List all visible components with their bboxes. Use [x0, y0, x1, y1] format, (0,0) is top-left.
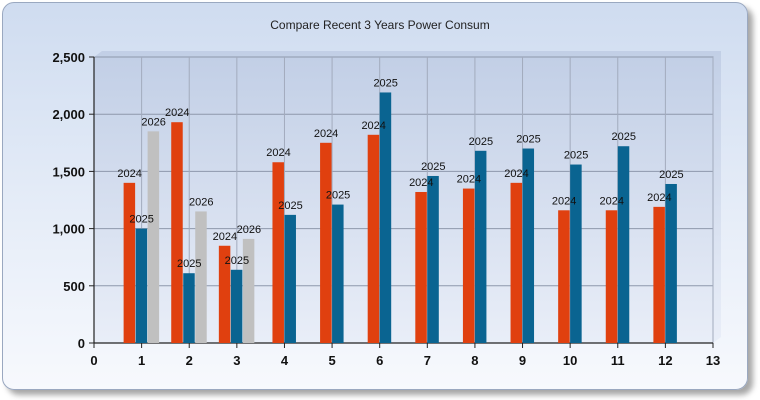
data-label-2024-cat-1: 2024: [117, 168, 141, 180]
data-label-2026-cat-2: 2026: [189, 196, 213, 208]
y-tick-label: 1,000: [52, 222, 85, 237]
bar-2024-cat-10: [558, 210, 570, 343]
data-label-2024-cat-8: 2024: [457, 174, 481, 186]
bar-2026-cat-2: [195, 211, 207, 343]
y-tick-label: 500: [63, 279, 85, 294]
bar-2024-cat-2: [171, 122, 183, 343]
bar-2025-cat-6: [379, 92, 392, 344]
bar-2024-cat-12: [653, 206, 665, 343]
y-tick-label: 0: [78, 336, 85, 351]
data-label-2025-cat-2: 2025: [177, 258, 201, 270]
bar-2024-cat-4: [272, 162, 284, 343]
bar-2025-cat-5: [332, 204, 344, 343]
bar-2025-cat-11: [617, 146, 630, 343]
data-label-2024-cat-3: 2024: [213, 231, 237, 243]
data-label-2026-cat-3: 2026: [237, 224, 261, 236]
bar-2024-cat-6: [367, 134, 380, 343]
x-tick-label: 5: [328, 353, 335, 368]
bar-2025-cat-4: [284, 214, 296, 343]
chart-title: Compare Recent 3 Years Power Consum: [270, 18, 490, 32]
data-label-2025-cat-11: 2025: [612, 131, 636, 143]
x-tick-label: 10: [563, 353, 577, 368]
data-label-2025-cat-7: 2025: [421, 161, 445, 173]
bar-2025-cat-3: [230, 269, 243, 343]
data-label-2024-cat-5: 2024: [314, 128, 338, 140]
y-tick-label: 1,500: [52, 164, 85, 179]
data-label-2025-cat-3: 2025: [225, 255, 249, 267]
data-label-2024-cat-11: 2024: [600, 195, 624, 207]
data-label-2024-cat-4: 2024: [266, 147, 290, 159]
bar-2024-cat-5: [320, 142, 332, 343]
bar-2025-cat-12: [665, 183, 677, 343]
data-label-2025-cat-4: 2025: [278, 200, 302, 212]
y-tick-label: 2,500: [52, 50, 85, 65]
x-tick-label: 9: [519, 353, 526, 368]
x-tick-label: 0: [90, 353, 97, 368]
x-tick-label: 11: [611, 353, 625, 368]
data-label-2025-cat-5: 2025: [326, 190, 350, 202]
bar-2024-cat-3: [218, 245, 231, 343]
x-tick-label: 8: [471, 353, 478, 368]
data-label-2024-cat-12: 2024: [647, 192, 671, 204]
data-label-2025-cat-1: 2025: [129, 214, 153, 226]
x-tick-label: 3: [233, 353, 240, 368]
bar-2026-cat-3: [242, 238, 255, 343]
data-label-2026-cat-1: 2026: [141, 116, 165, 128]
data-label-2024-cat-2: 2024: [165, 107, 189, 119]
bar-2024-cat-7: [415, 191, 427, 343]
bar-2025-cat-10: [570, 164, 582, 343]
data-label-2025-cat-10: 2025: [564, 150, 588, 162]
x-tick-label: 13: [706, 353, 720, 368]
data-label-2025-cat-8: 2025: [469, 136, 493, 148]
data-label-2025-cat-9: 2025: [516, 134, 540, 146]
x-tick-label: 2: [186, 353, 193, 368]
bar-2025-cat-9: [522, 148, 535, 343]
x-tick-label: 7: [424, 353, 431, 368]
bar-2025-cat-1: [135, 228, 148, 343]
data-label-2025-cat-6: 2025: [373, 77, 397, 89]
bar-2024-cat-11: [605, 210, 618, 343]
data-label-2025-cat-12: 2025: [659, 169, 683, 181]
data-label-2024-cat-7: 2024: [409, 177, 433, 189]
bar-2026-cat-1: [147, 131, 160, 343]
x-tick-label: 12: [658, 353, 672, 368]
bar-2025-cat-8: [474, 150, 487, 343]
bar-2025-cat-7: [427, 175, 439, 343]
data-label-2024-cat-9: 2024: [504, 168, 528, 180]
bar-2024-cat-1: [123, 182, 136, 343]
x-tick-label: 6: [376, 353, 383, 368]
y-tick-label: 2,000: [52, 107, 85, 122]
bar-2024-cat-9: [510, 182, 523, 343]
x-tick-label: 1: [138, 353, 145, 368]
data-label-2024-cat-6: 2024: [361, 120, 385, 132]
x-tick-label: 4: [281, 353, 289, 368]
bar-2024-cat-8: [462, 188, 475, 343]
bar-2025-cat-2: [183, 273, 195, 343]
data-label-2024-cat-10: 2024: [552, 195, 576, 207]
